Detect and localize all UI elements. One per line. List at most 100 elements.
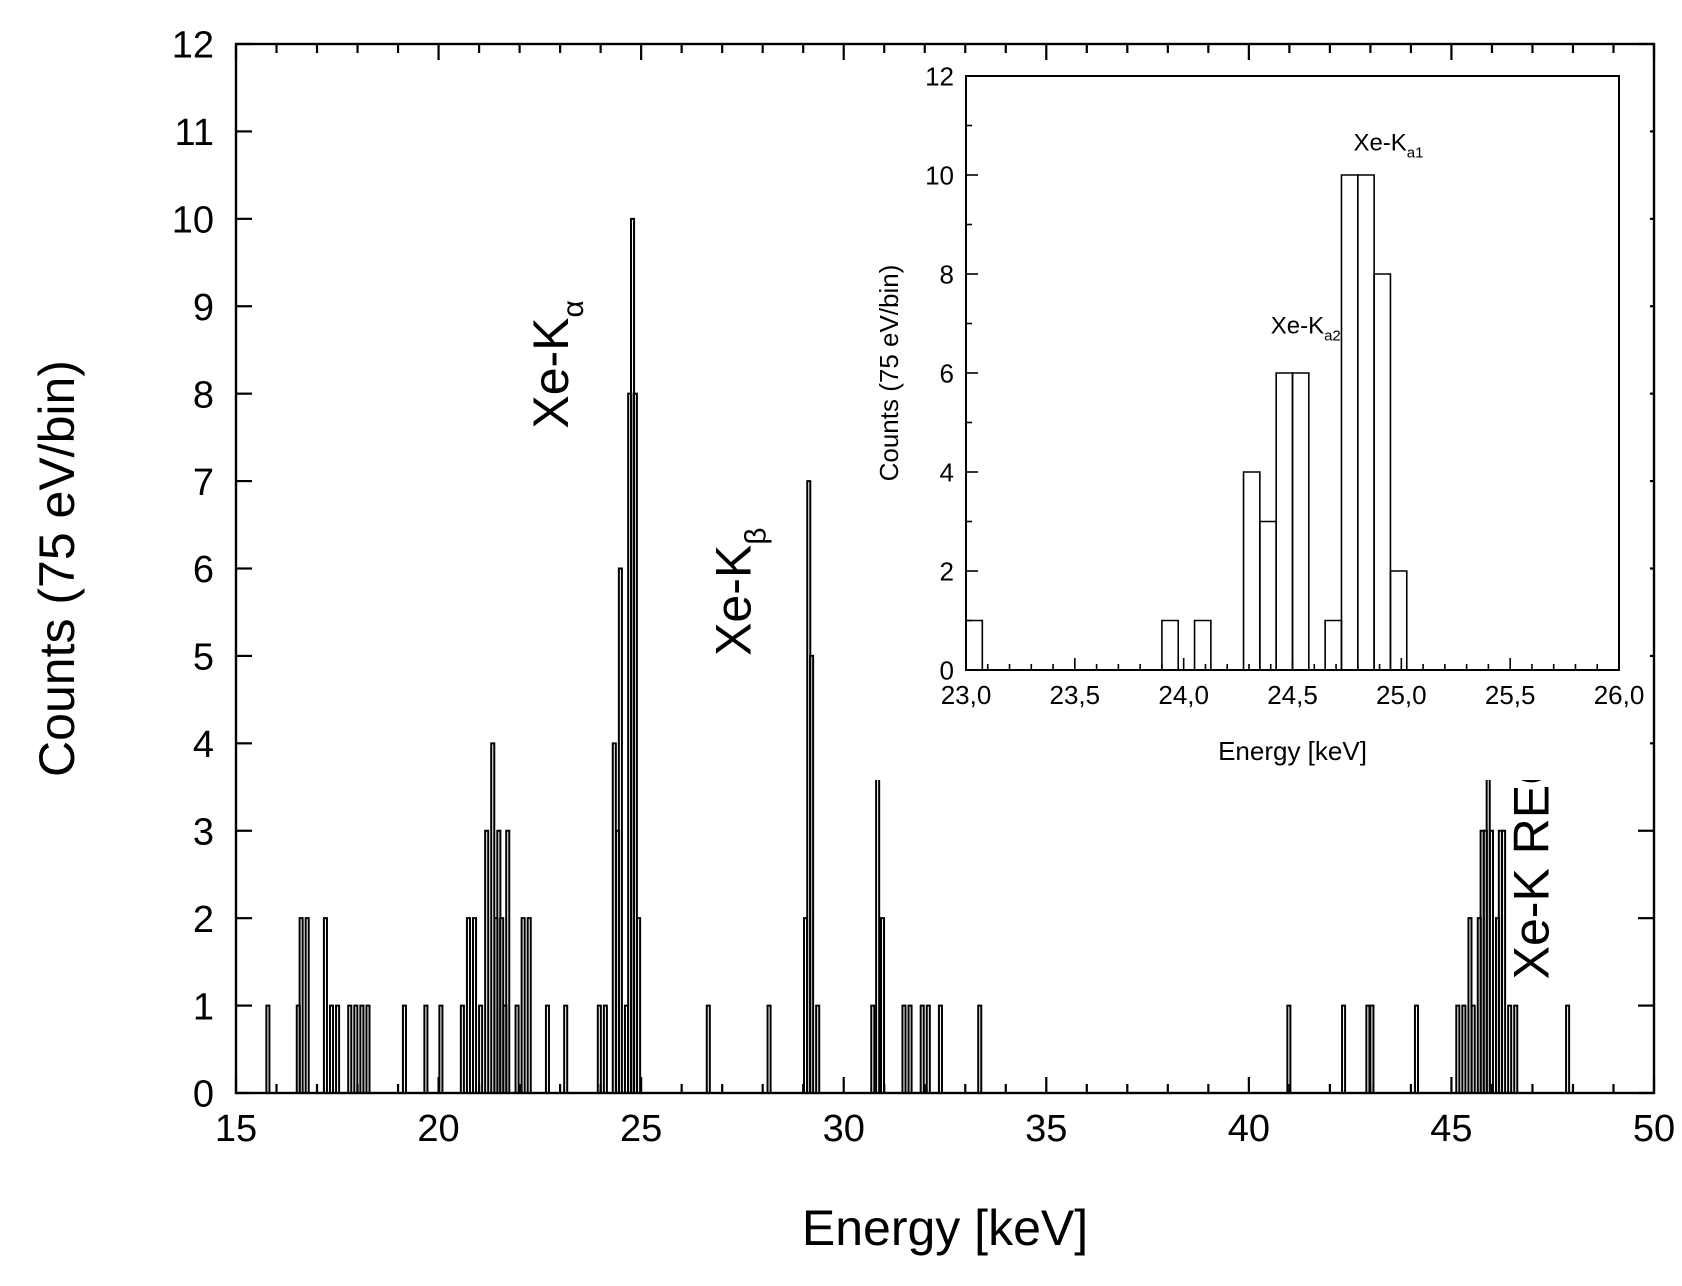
main-y-tick-label: 6 [193,549,214,591]
main-histogram-bin [484,829,490,1093]
main-histogram-bin [563,1004,569,1093]
main-y-tick-label: 5 [193,637,214,679]
inset-histogram-bin [1291,372,1310,670]
main-histogram-bin [925,1004,931,1093]
main-x-tick-label: 50 [1633,1108,1675,1150]
inset-x-tick-label: 24,0 [1158,680,1209,710]
main-y-tick-label: 7 [193,462,214,504]
main-y-tick-label: 8 [193,374,214,416]
main-histogram-bin [472,917,478,1093]
main-histogram-bin [1461,1004,1467,1093]
main-histogram-bin [304,917,310,1093]
main-y-tick-label: 1 [193,986,214,1028]
main-y-tick-label: 12 [172,25,214,67]
main-histogram-bin [937,1004,943,1093]
main-y-axis-label: Counts (75 eV/bin) [29,360,85,777]
main-histogram-bin [478,1004,484,1093]
inset-x-tick-label: 24,5 [1267,680,1318,710]
inset-histogram-bin [1161,619,1180,670]
main-histogram-bin [347,1004,353,1093]
main-histogram-bin [1286,1004,1292,1093]
main-histogram-bin [766,1004,772,1093]
main-histogram-bin [879,917,886,1093]
main-histogram-bin [705,1004,711,1093]
main-annotation-peak: Xe-K REC [1504,749,1560,980]
main-histogram-bin [514,1004,520,1093]
main-histogram-bin [401,1004,407,1093]
main-histogram-bin [919,1004,925,1093]
main-histogram-bin [1507,1004,1513,1093]
main-histogram-bin [1369,1004,1375,1093]
main-histogram-bin [596,1004,602,1093]
inset-histogram-bin [1193,619,1212,670]
main-histogram-bin [520,917,526,1093]
main-x-tick-label: 25 [620,1108,662,1150]
main-y-tick-label: 3 [193,811,214,853]
inset-y-axis-label: Counts (75 eV/bin) [874,265,904,482]
inset-annotation-peak: Xe-Ka1 [1353,129,1423,161]
main-histogram-bin [1513,1004,1519,1093]
main-annotation-peak: Xe-Kβ [706,527,773,655]
main-y-tick-label: 9 [193,287,214,329]
main-histogram-bin [459,1004,465,1093]
main-histogram-bin [423,1004,429,1093]
main-histogram-bin [636,917,642,1093]
main-histogram-bin [870,1004,876,1093]
main-histogram-bin [632,392,638,1093]
inset-annotation-peak: Xe-Ka2 [1271,312,1341,344]
main-histogram-bin [265,1004,271,1093]
main-histogram-bin [544,1004,550,1093]
inset-histogram-bin [1373,273,1392,670]
main-x-tick-label: 35 [1025,1108,1067,1150]
main-histogram-bin [1501,829,1507,1093]
main-y-tick-label: 4 [193,724,214,766]
main-histogram-bin [526,917,532,1093]
inset-x-tick-label: 25,5 [1485,680,1536,710]
main-histogram-bin [353,1004,359,1093]
main-histogram-bin [505,829,511,1093]
main-histogram-bin [359,1004,365,1093]
main-histogram-bin [335,1004,341,1093]
inset-x-tick-label: 23,5 [1050,680,1101,710]
inset-y-tick-label: 4 [940,457,954,487]
main-x-tick-label: 30 [823,1108,865,1150]
main-histogram-bin [875,742,881,1093]
main-x-tick-label: 45 [1430,1108,1472,1150]
inset-background [860,60,1650,780]
main-histogram-bin [977,1004,983,1093]
main-x-tick-label: 15 [215,1108,257,1150]
main-y-tick-label: 0 [193,1074,214,1116]
main-histogram-bin [365,1004,371,1093]
main-histogram-bin [322,917,328,1093]
inset-x-tick-label: 26,0 [1594,680,1645,710]
main-histogram-bin [438,1004,444,1093]
main-x-axis-label: Energy [keV] [802,1200,1088,1256]
inset-x-tick-label: 25,0 [1376,680,1427,710]
main-x-tick-label: 40 [1228,1108,1270,1150]
inset-y-tick-label: 10 [925,160,954,190]
main-histogram-bin [328,1004,335,1093]
inset-plot: 23,0 23,5 24,0 24,5 25,0 25,5 26,0 0 2 4 6 8 10 12 Ene… [860,60,1650,780]
inset-y-tick-label: 2 [940,556,954,586]
inset-x-axis-label: Energy [keV] [1218,736,1367,766]
main-histogram-bin [465,917,471,1093]
main-x-tick-label: 20 [417,1108,459,1150]
inset-y-tick-label: 8 [940,259,954,289]
main-histogram-bin [1341,1004,1347,1093]
main-histogram-bin [1565,1004,1571,1093]
inset-y-tick-label: 6 [940,358,954,388]
inset-histogram-bin [965,619,984,670]
inset-y-tick-label: 0 [940,655,954,685]
main-histogram-bin [1455,1004,1461,1093]
main-histogram-bin [907,1004,913,1093]
main-histogram-bin [602,1004,608,1093]
main-y-tick-label: 10 [172,200,214,242]
main-annotation-peak: Xe-Kα [523,300,590,429]
main-histogram-bin [1488,829,1494,1093]
main-histogram-bin [298,917,304,1093]
main-histogram-bin [1470,1004,1476,1093]
main-histogram-bin [901,1004,907,1093]
main-y-tick-label: 2 [193,899,214,941]
main-histogram-bin [1413,1004,1419,1093]
